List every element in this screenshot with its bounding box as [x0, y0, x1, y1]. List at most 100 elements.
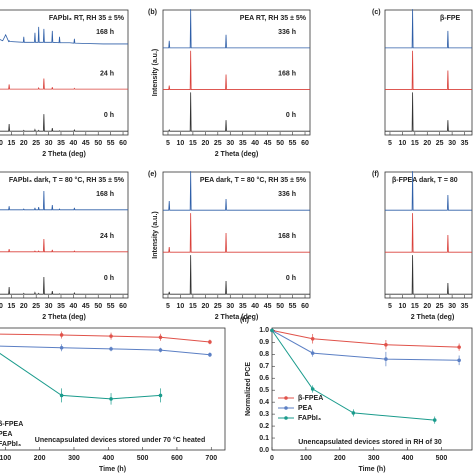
x-tick-label: 20 — [201, 140, 209, 147]
legend-marker — [284, 416, 288, 420]
panel-label: (c) — [372, 9, 381, 16]
x-tick-label: 40 — [70, 303, 78, 310]
x-tick-label: 600 — [171, 455, 183, 462]
x-tick-label: 35 — [57, 140, 65, 147]
legend-label: PEA — [0, 431, 12, 438]
x-tick-label: 10 — [399, 303, 407, 310]
x-tick-label: 10 — [0, 140, 3, 147]
x-tick-label: 20 — [20, 303, 28, 310]
x-tick-label: 15 — [7, 303, 15, 310]
x-tick-label: 25 — [32, 140, 40, 147]
series-line — [385, 9, 472, 49]
x-tick-label: 30 — [226, 303, 234, 310]
data-point — [109, 347, 113, 351]
x-tick-label: 15 — [411, 303, 419, 310]
series-line — [0, 114, 128, 132]
x-tick-label: 25 — [214, 303, 222, 310]
x-tick-label: 700 — [205, 455, 217, 462]
x-tick-label: 30 — [448, 303, 456, 310]
trace-label: 0 h — [286, 112, 296, 119]
x-tick-label: 15 — [189, 303, 197, 310]
x-tick-label: 30 — [448, 140, 456, 147]
x-tick-label: 50 — [94, 140, 102, 147]
series-line — [163, 9, 310, 49]
y-tick-label: 0.1 — [259, 435, 269, 442]
series-line — [0, 352, 161, 400]
data-point — [270, 328, 274, 333]
x-tick-label: 30 — [45, 303, 53, 310]
data-point — [208, 352, 212, 357]
series-line — [163, 213, 310, 253]
data-point — [208, 340, 212, 344]
data-point — [158, 393, 163, 398]
annotation: Unencapsulated devices stored in RH of 3… — [298, 439, 442, 446]
y-tick-label: 0.5 — [259, 387, 269, 394]
x-tick-label: 35 — [461, 303, 469, 310]
x-tick-label: 20 — [423, 140, 431, 147]
trace-label: 168 h — [96, 191, 114, 198]
x-tick-label: 45 — [82, 140, 90, 147]
x-tick-label: 35 — [461, 140, 469, 147]
annotation: FAPbI₃ RT, RH 35 ± 5% — [49, 15, 125, 22]
data-point — [310, 336, 315, 341]
x-tick-label: 45 — [264, 140, 272, 147]
x-tick-label: 40 — [251, 303, 259, 310]
x-tick-label: 5 — [388, 303, 392, 310]
y-axis-label: Intensity (a.u.) — [152, 49, 159, 96]
x-tick-label: 35 — [239, 303, 247, 310]
x-tick-label: 500 — [137, 455, 149, 462]
trace-label: 24 h — [100, 71, 114, 78]
annotation: PEA RT, RH 35 ± 5% — [240, 15, 307, 22]
series-line — [271, 329, 460, 348]
legend-marker — [284, 396, 288, 400]
annotation: PEA dark, T = 80 °C, RH 35 ± 5% — [200, 176, 307, 184]
series-line — [0, 345, 210, 356]
x-tick-label: 60 — [119, 303, 127, 310]
x-tick-label: 20 — [201, 303, 209, 310]
x-tick-label: 25 — [32, 303, 40, 310]
x-tick-label: 50 — [94, 303, 102, 310]
annotation: β-FPE — [440, 15, 461, 22]
data-point — [310, 387, 315, 391]
series-line — [385, 92, 472, 132]
series-line — [0, 78, 128, 90]
y-tick-label: 1.0 — [259, 327, 269, 334]
x-tick-label: 15 — [7, 140, 15, 147]
plot-frame — [162, 9, 311, 136]
data-point — [351, 411, 356, 415]
y-tick-label: 0.3 — [259, 411, 269, 418]
x-tick-label: 10 — [0, 303, 3, 310]
x-tick-label: 35 — [239, 140, 247, 147]
legend-label: FAPbI₃ — [298, 415, 321, 422]
x-tick-label: 60 — [301, 303, 309, 310]
x-axis-label: 2 Theta (deg) — [42, 314, 86, 321]
trace-label: 168 h — [96, 29, 114, 36]
plot-frame — [0, 327, 226, 451]
x-tick-label: 300 — [68, 455, 80, 462]
series-line — [163, 255, 310, 295]
x-tick-label: 45 — [264, 303, 272, 310]
x-axis-label: 2 Theta (deg) — [42, 151, 86, 158]
x-tick-label: 25 — [214, 140, 222, 147]
data-point — [384, 342, 388, 347]
series-line — [0, 191, 128, 211]
series-line — [163, 50, 310, 90]
series-line — [271, 330, 435, 421]
panel-label: (h) — [240, 317, 249, 324]
y-tick-label: 0.8 — [259, 351, 269, 358]
series-line — [271, 329, 460, 361]
data-point — [109, 334, 113, 338]
plot-frame — [271, 327, 473, 451]
trace-label: 0 h — [104, 275, 114, 282]
trace-label: 24 h — [100, 233, 114, 240]
legend-label: β-FPEA — [0, 421, 23, 428]
x-tick-label: 200 — [34, 455, 46, 462]
x-tick-label: 400 — [402, 455, 414, 462]
x-tick-label: 55 — [289, 140, 297, 147]
data-point — [457, 345, 461, 349]
x-tick-label: 300 — [368, 455, 380, 462]
x-axis-label: Time (h) — [358, 466, 385, 473]
trace-label: 168 h — [278, 233, 296, 240]
